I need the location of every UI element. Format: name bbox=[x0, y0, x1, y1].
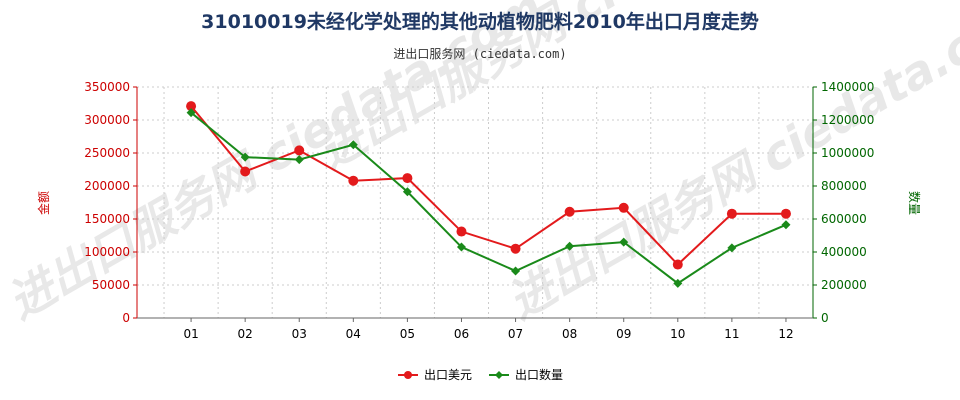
axes-layer: 0 50000 100000 150000 200000 250000 300000 3500… bbox=[84, 80, 874, 341]
y-axis-right-label: 数量 bbox=[907, 191, 922, 215]
y-left-tick-label: 350000 bbox=[84, 80, 130, 94]
y-left-tick-label: 0 bbox=[122, 311, 130, 325]
y-right-tick-label: 1200000 bbox=[821, 113, 874, 127]
data-point[interactable] bbox=[402, 187, 412, 197]
legend-item[interactable]: 出口美元 bbox=[398, 368, 472, 382]
data-point[interactable] bbox=[619, 237, 629, 247]
x-tick-label: 01 bbox=[183, 327, 198, 341]
data-point[interactable] bbox=[240, 152, 250, 162]
x-tick-label: 04 bbox=[346, 327, 361, 341]
data-point[interactable] bbox=[294, 155, 304, 165]
series-layer bbox=[186, 101, 791, 288]
y-right-tick-label: 1400000 bbox=[821, 80, 874, 94]
data-point[interactable] bbox=[780, 208, 791, 219]
data-point[interactable] bbox=[456, 242, 466, 252]
data-point[interactable] bbox=[673, 278, 683, 288]
y-right-tick-label: 200000 bbox=[821, 278, 867, 292]
y-right-tick-label: 600000 bbox=[821, 212, 867, 226]
legend-label: 出口美元 bbox=[424, 368, 472, 382]
legend-item[interactable]: 出口数量 bbox=[489, 367, 563, 382]
legend-label: 出口数量 bbox=[515, 367, 563, 382]
data-point[interactable] bbox=[565, 241, 575, 251]
y-right-tick-label: 800000 bbox=[821, 179, 867, 193]
data-point[interactable] bbox=[456, 226, 467, 237]
x-tick-label: 09 bbox=[616, 327, 631, 341]
x-tick-label: 03 bbox=[292, 327, 307, 341]
data-point[interactable] bbox=[511, 266, 521, 276]
data-point[interactable] bbox=[186, 101, 197, 112]
legend-swatch-marker bbox=[495, 371, 503, 379]
y-right-tick-label: 400000 bbox=[821, 245, 867, 259]
legend-swatch-marker bbox=[404, 371, 412, 379]
x-tick-label: 07 bbox=[508, 327, 523, 341]
series-line bbox=[190, 111, 787, 285]
data-point[interactable] bbox=[510, 243, 521, 254]
data-point[interactable] bbox=[781, 220, 791, 230]
data-point[interactable] bbox=[240, 166, 251, 177]
x-tick-label: 10 bbox=[670, 327, 685, 341]
data-point[interactable] bbox=[726, 208, 737, 219]
y-right-tick-label: 1000000 bbox=[821, 146, 874, 160]
chart-title: 31010019未经化学处理的其他动植物肥料2010年出口月度走势 bbox=[201, 10, 759, 33]
data-point[interactable] bbox=[564, 206, 575, 217]
data-point[interactable] bbox=[348, 140, 358, 150]
y-left-tick-label: 300000 bbox=[84, 113, 130, 127]
y-axis-left-label: 金额 bbox=[36, 191, 51, 215]
x-tick-label: 05 bbox=[400, 327, 415, 341]
data-point[interactable] bbox=[727, 243, 737, 253]
chart-subtitle: 进出口服务网 (ciedata.com) bbox=[393, 46, 566, 61]
data-point[interactable] bbox=[294, 145, 305, 156]
y-left-tick-label: 200000 bbox=[84, 179, 130, 193]
data-point[interactable] bbox=[402, 173, 413, 184]
y-right-tick-label: 0 bbox=[821, 311, 829, 325]
data-point[interactable] bbox=[618, 202, 629, 213]
x-tick-label: 06 bbox=[454, 327, 469, 341]
y-left-tick-label: 50000 bbox=[92, 278, 130, 292]
x-tick-label: 12 bbox=[778, 327, 793, 341]
x-tick-label: 08 bbox=[562, 327, 577, 341]
legend: 出口美元 出口数量 bbox=[398, 367, 563, 382]
x-tick-label: 11 bbox=[724, 327, 739, 341]
y-left-tick-label: 250000 bbox=[84, 146, 130, 160]
y-left-tick-label: 100000 bbox=[84, 245, 130, 259]
x-tick-label: 02 bbox=[238, 327, 253, 341]
data-point[interactable] bbox=[348, 175, 359, 186]
watermark-text: 进出口服务网 ciedata.com bbox=[499, 0, 960, 330]
data-point[interactable] bbox=[672, 259, 683, 270]
data-point[interactable] bbox=[186, 108, 196, 118]
series-line bbox=[190, 105, 786, 266]
y-left-tick-label: 150000 bbox=[84, 212, 130, 226]
